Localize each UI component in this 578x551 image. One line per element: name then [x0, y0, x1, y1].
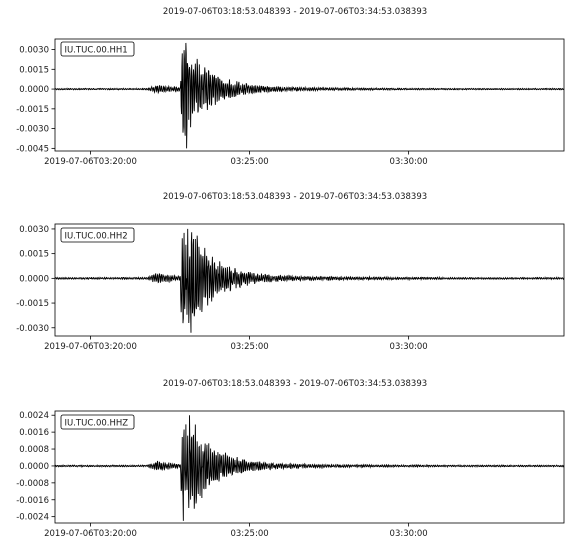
panel-hhz-xticks: 2019-07-06T03:20:00 03:25:00 03:30:00 [44, 523, 428, 539]
panel-hh1-legend-label: IU.TUC.00.HH1 [65, 46, 128, 56]
y-tick-label: -0.0030 [16, 125, 49, 135]
panel-hhz-yticks: 0.0024 0.0016 0.0008 0.0000 -0.0008 -0.0016 -0… [16, 411, 55, 523]
panel-hh1-xticks: 2019-07-06T03:20:00 03:25:00 03:30:00 [44, 151, 428, 167]
panel-hh2-xticks: 2019-07-06T03:20:00 03:25:00 03:30:00 [44, 336, 428, 352]
y-tick-label: -0.0030 [16, 324, 49, 334]
panel-hh1-trace [54, 42, 565, 149]
y-tick-label: 0.0015 [19, 65, 49, 75]
panel-hhz-legend-box [60, 414, 135, 430]
y-tick-label: 0.0015 [19, 250, 49, 260]
y-tick-label: -0.0045 [16, 144, 49, 154]
y-tick-label: 0.0000 [19, 274, 49, 284]
y-tick-label: -0.0015 [16, 105, 49, 115]
y-tick-label: -0.0016 [16, 496, 49, 506]
panel-hhz: 2019-07-06T03:18:53.048393 - 2019-07-06T… [16, 379, 565, 539]
panel-hh1: 2019-07-06T03:18:53.048393 - 2019-07-06T… [16, 7, 565, 167]
y-tick-label: 0.0016 [19, 428, 49, 438]
panel-hh1-legend-box [60, 41, 135, 57]
panel-hh2-legend-label: IU.TUC.00.HH2 [65, 232, 128, 242]
panel-hh1-title: 2019-07-06T03:18:53.048393 - 2019-07-06T… [163, 7, 427, 17]
panel-hhz-frame [54, 410, 565, 524]
x-tick-label: 03:30:00 [390, 529, 428, 539]
y-tick-label: 0.0008 [19, 445, 49, 455]
y-tick-label: 0.0000 [19, 85, 49, 95]
y-tick-label: 0.0024 [19, 411, 49, 421]
y-tick-label: -0.0024 [16, 513, 49, 523]
panel-hh1-frame [54, 38, 565, 152]
panel-hhz-title: 2019-07-06T03:18:53.048393 - 2019-07-06T… [163, 379, 427, 389]
panel-hhz-legend-label: IU.TUC.00.HHZ [65, 419, 129, 429]
panel-hh2-title: 2019-07-06T03:18:53.048393 - 2019-07-06T… [163, 192, 427, 202]
panel-hhz-trace [54, 415, 565, 521]
x-tick-label: 03:25:00 [230, 342, 268, 352]
x-tick-label: 2019-07-06T03:20:00 [44, 529, 137, 539]
y-tick-label: -0.0008 [16, 479, 49, 489]
panel-hh2-trace [54, 228, 565, 333]
x-tick-label: 03:30:00 [390, 157, 428, 167]
x-tick-label: 03:30:00 [390, 342, 428, 352]
x-tick-label: 2019-07-06T03:20:00 [44, 342, 137, 352]
y-tick-label: 0.0030 [19, 225, 49, 235]
y-tick-label: 0.0000 [19, 462, 49, 472]
y-tick-label: 0.0030 [19, 46, 49, 56]
panel-hh2-frame [54, 223, 565, 337]
panel-hh2-yticks: 0.0030 0.0015 0.0000 -0.0015 -0.0030 [16, 225, 55, 334]
panel-hh2-legend-box [60, 227, 135, 243]
x-tick-label: 2019-07-06T03:20:00 [44, 157, 137, 167]
panel-hh2: 2019-07-06T03:18:53.048393 - 2019-07-06T… [16, 192, 565, 352]
x-tick-label: 03:25:00 [230, 157, 268, 167]
x-tick-label: 03:25:00 [230, 529, 268, 539]
y-tick-label: -0.0015 [16, 299, 49, 309]
panel-hh1-yticks: 0.0030 0.0015 0.0000 -0.0015 -0.0030 -0.0045 [16, 46, 55, 154]
